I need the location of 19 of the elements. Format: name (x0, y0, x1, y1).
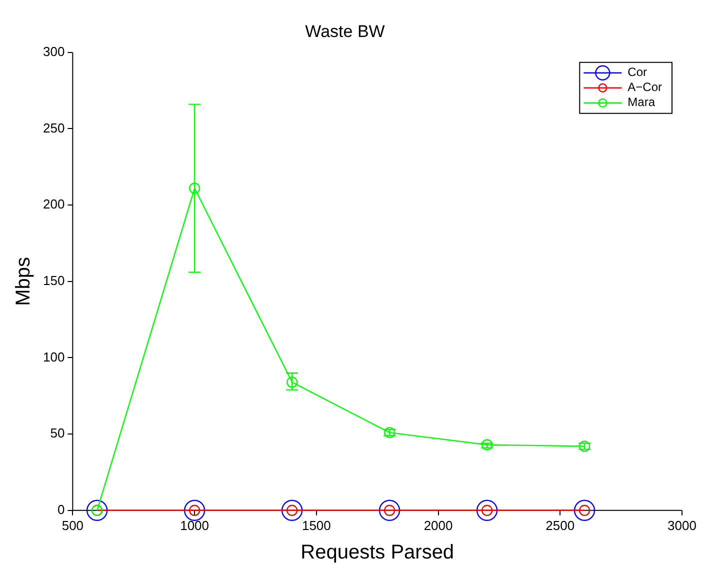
y-tick-label: 150 (42, 272, 65, 288)
y-tick-label: 300 (42, 44, 65, 59)
y-axis-title: Mbps (12, 256, 35, 306)
y-tick-label: 200 (42, 196, 65, 212)
chart-title: Waste BW (305, 22, 385, 41)
x-tick-label: 2500 (546, 518, 575, 533)
x-tick-label: 1500 (302, 518, 331, 533)
y-tick-label: 0 (57, 502, 65, 517)
x-tick-label: 1000 (180, 518, 210, 533)
x-tick-label: 2000 (424, 518, 453, 533)
y-tick-label: 50 (50, 426, 65, 441)
x-tick-label: 500 (62, 518, 84, 533)
y-tick-label: 250 (42, 120, 65, 136)
x-tick-label: 3000 (668, 518, 696, 533)
legend-label: A−Cor (628, 80, 662, 94)
legend-label: Cor (628, 65, 647, 80)
legend-label: Mara (628, 95, 656, 110)
x-axis-title: Requests Parsed (300, 542, 454, 564)
y-tick-label: 100 (42, 349, 65, 364)
